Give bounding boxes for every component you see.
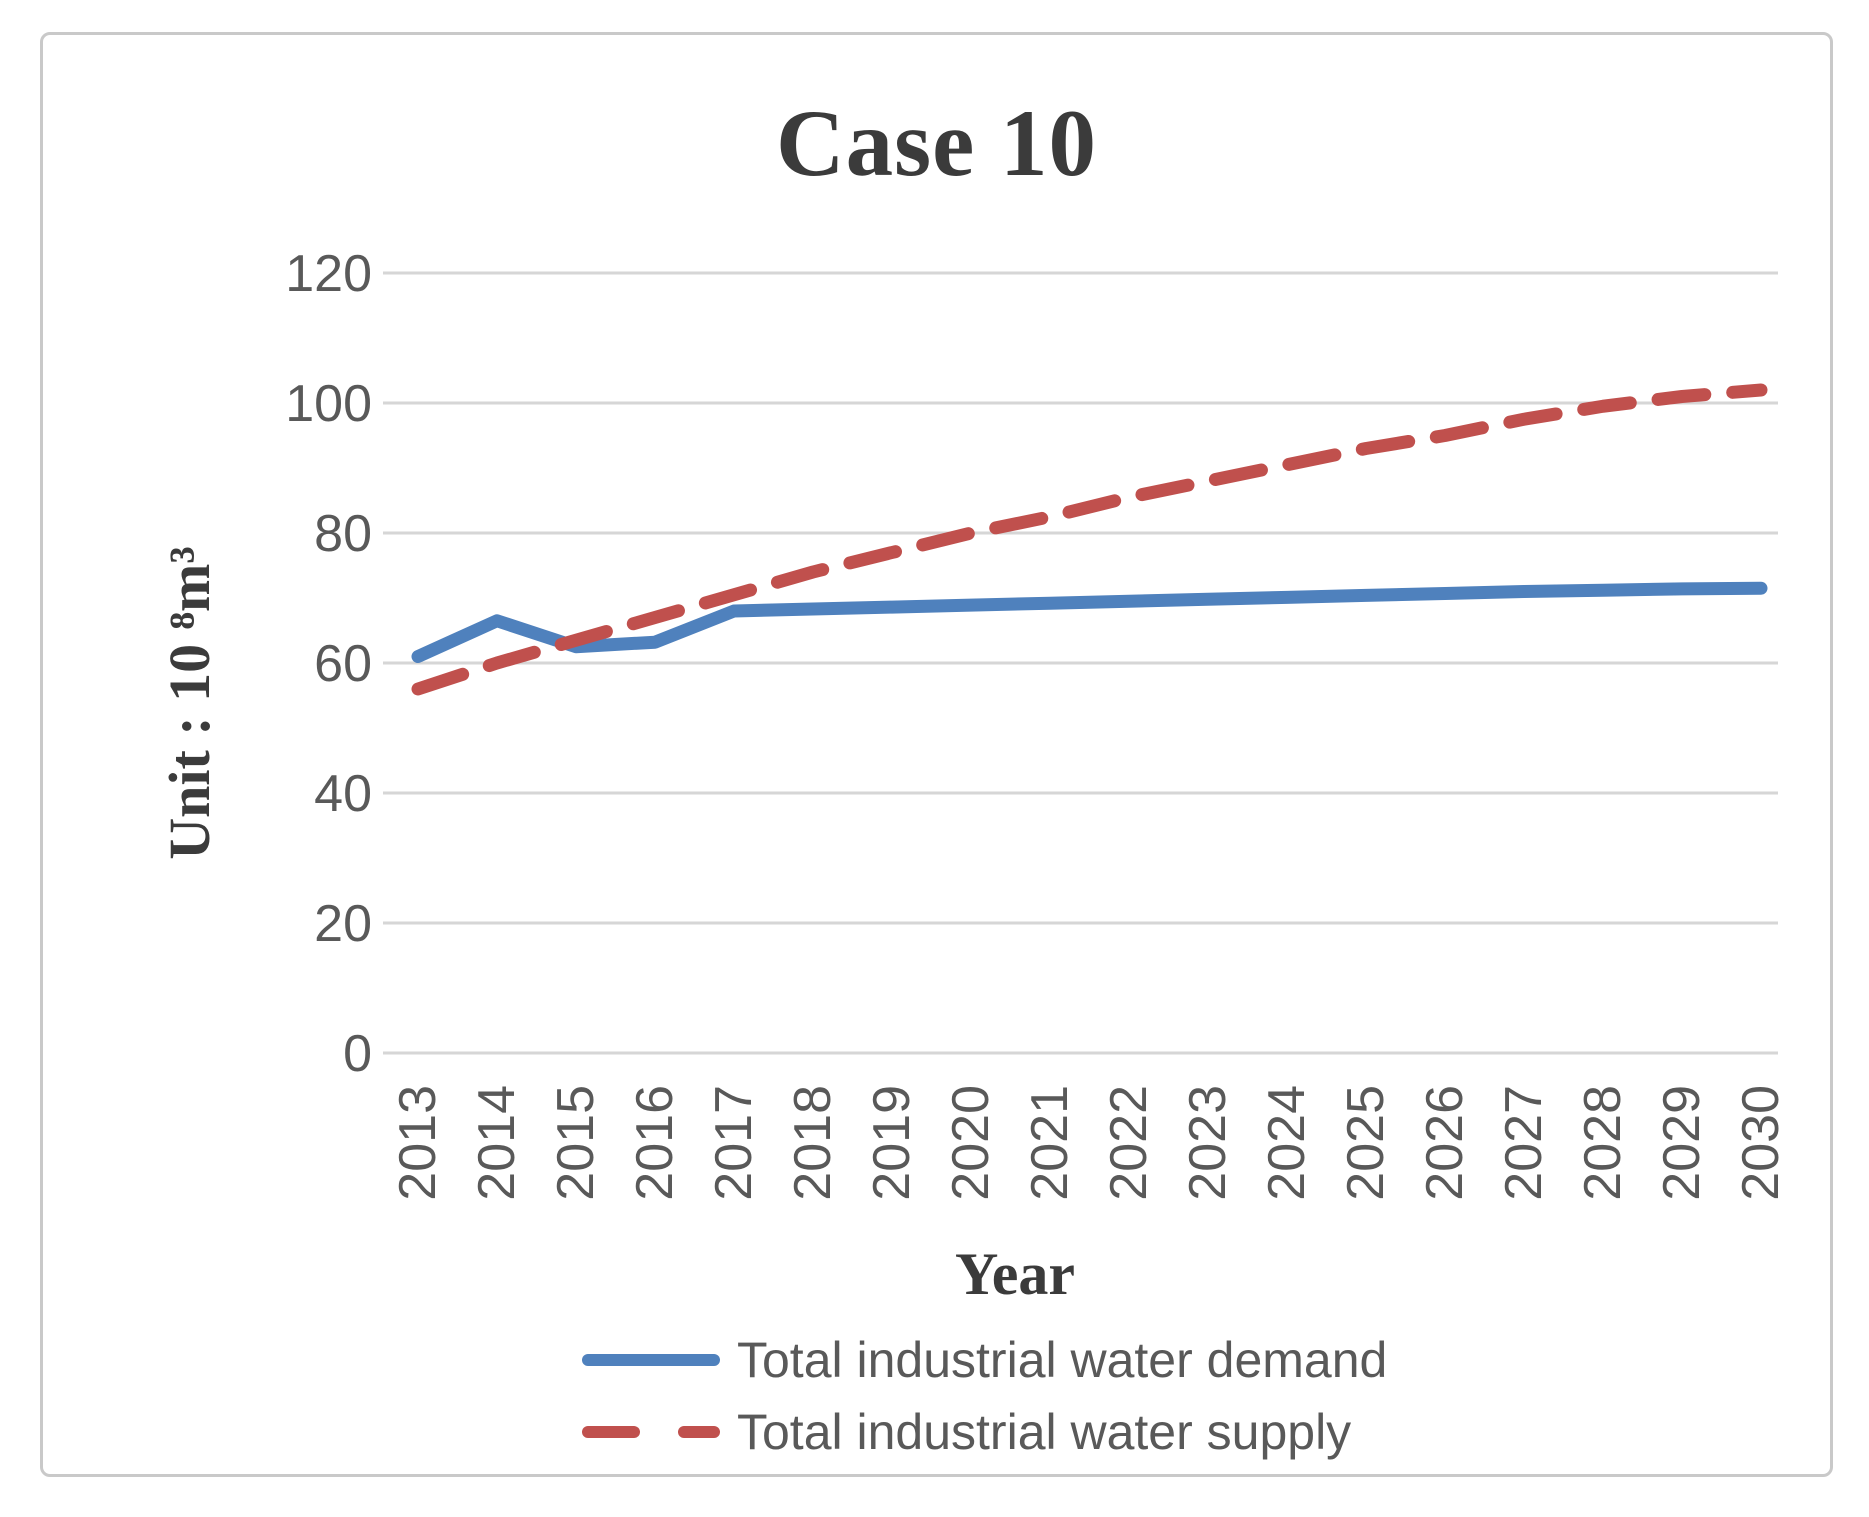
demand-line-sample-icon — [582, 1354, 720, 1366]
x-tick-label: 2029 — [1653, 1085, 1711, 1201]
y-tick-label: 20 — [314, 895, 372, 953]
demand-line-series — [411, 581, 1768, 663]
dash-segment — [582, 1426, 640, 1438]
y-axis-title: Unit : 10 ⁸m³ — [157, 546, 222, 860]
y-tick-label: 0 — [343, 1025, 372, 1083]
legend-label-supply: Total industrial water supply — [737, 1404, 1352, 1460]
y-tick-label: 80 — [314, 505, 372, 563]
x-tick-label: 2015 — [547, 1085, 605, 1201]
x-tick-label: 2024 — [1258, 1085, 1316, 1201]
x-axis-title: Year — [955, 1241, 1075, 1307]
y-tick-label: 120 — [285, 245, 372, 303]
x-tick-label: 2016 — [626, 1085, 684, 1201]
x-tick-label: 2030 — [1732, 1085, 1790, 1201]
legend-item-demand: Total industrial water demand — [582, 1332, 1387, 1388]
x-tick-label: 2014 — [468, 1085, 526, 1201]
x-tick-label: 2025 — [1337, 1085, 1395, 1201]
y-tick-label: 60 — [314, 635, 372, 693]
x-tick-label: 2026 — [1416, 1085, 1474, 1201]
legend-label-demand: Total industrial water demand — [737, 1332, 1388, 1388]
legend-item-supply: Total industrial water supply — [582, 1404, 1351, 1460]
supply-line-series — [411, 383, 1768, 696]
supply-line-sample-icon — [582, 1426, 720, 1438]
x-tick-label: 2028 — [1574, 1085, 1632, 1201]
x-tick-label: 2017 — [705, 1085, 763, 1201]
x-tick-label: 2020 — [942, 1085, 1000, 1201]
x-tick-label: 2019 — [863, 1085, 921, 1201]
x-tick-label: 2027 — [1495, 1085, 1553, 1201]
x-tick-label: 2022 — [1100, 1085, 1158, 1201]
dash-segment — [678, 1426, 720, 1438]
x-tick-label: 2018 — [784, 1085, 842, 1201]
x-tick-label: 2023 — [1179, 1085, 1237, 1201]
chart-title: Case 10 — [776, 90, 1097, 196]
x-tick-label: 2013 — [389, 1085, 447, 1201]
y-tick-label: 100 — [285, 375, 372, 433]
y-tick-label: 40 — [314, 765, 372, 823]
x-tick-label: 2021 — [1021, 1085, 1079, 1201]
